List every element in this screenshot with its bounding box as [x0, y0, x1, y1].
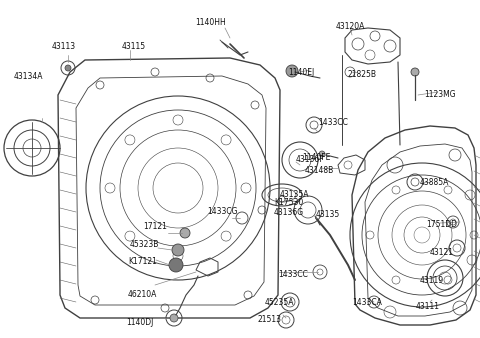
Text: 43121: 43121 [430, 248, 454, 257]
Circle shape [286, 65, 298, 77]
Text: 1433CA: 1433CA [352, 298, 382, 307]
Text: 43885A: 43885A [420, 178, 449, 187]
Text: 45323B: 45323B [130, 240, 159, 249]
Text: 17121: 17121 [143, 222, 167, 231]
Text: 43113: 43113 [52, 42, 76, 51]
Text: 1140FE: 1140FE [302, 153, 330, 162]
Text: K17530: K17530 [274, 198, 303, 207]
Text: 43120A: 43120A [336, 22, 365, 31]
Text: 43135: 43135 [316, 210, 340, 219]
Text: 43119: 43119 [420, 276, 444, 285]
Text: 1751DD: 1751DD [426, 220, 457, 229]
Text: 43136G: 43136G [274, 208, 304, 217]
Text: 1140HH: 1140HH [195, 18, 226, 27]
Text: 1433CG: 1433CG [207, 207, 238, 216]
Circle shape [170, 314, 178, 322]
Text: K17121: K17121 [128, 257, 157, 266]
Circle shape [169, 258, 183, 272]
Text: 1123MG: 1123MG [424, 90, 456, 99]
Text: 1140DJ: 1140DJ [126, 318, 154, 327]
Text: 1433CC: 1433CC [278, 270, 308, 279]
Text: 1433CC: 1433CC [318, 118, 348, 127]
Circle shape [319, 151, 325, 157]
Text: 43111: 43111 [416, 302, 440, 311]
Circle shape [180, 228, 190, 238]
Text: 46210A: 46210A [128, 290, 157, 299]
Text: 43135A: 43135A [280, 190, 310, 199]
Text: 45235A: 45235A [265, 298, 295, 307]
Text: 43115: 43115 [122, 42, 146, 51]
Text: 21825B: 21825B [347, 70, 376, 79]
Circle shape [172, 244, 184, 256]
Circle shape [411, 68, 419, 76]
Text: 43136F: 43136F [296, 155, 324, 164]
Text: 21513: 21513 [258, 315, 282, 324]
Text: 43148B: 43148B [305, 166, 334, 175]
Text: 43134A: 43134A [14, 72, 44, 81]
Text: 1140EJ: 1140EJ [288, 68, 314, 77]
Circle shape [65, 65, 71, 71]
